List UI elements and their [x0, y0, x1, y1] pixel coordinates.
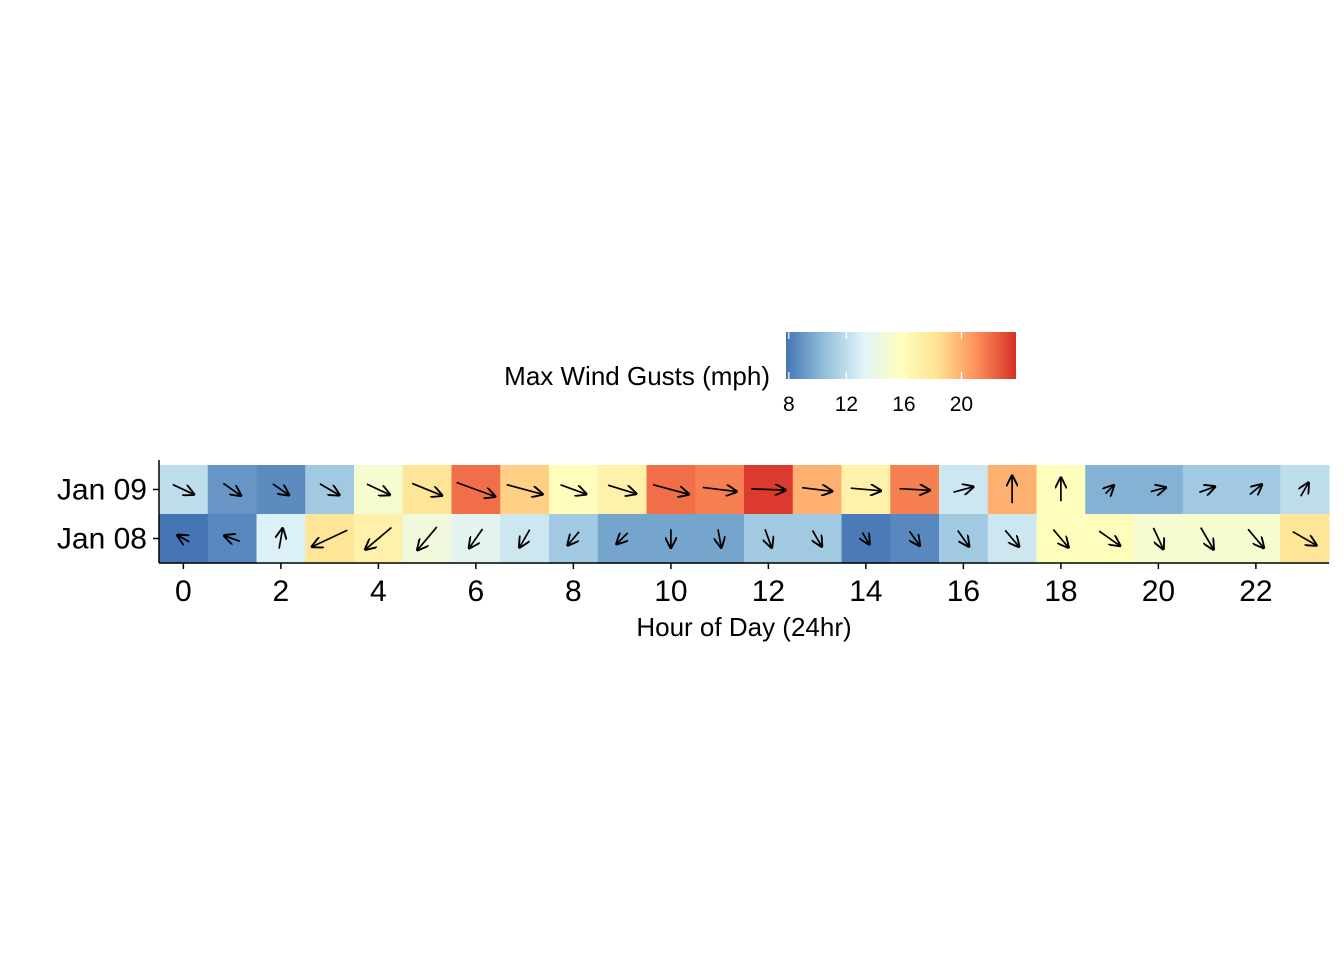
x-axis-ticks: 0 2 4 6 8 10 12 14 16 18 20 22	[175, 563, 1273, 608]
wind-arrow	[1052, 528, 1068, 548]
wind-arrow	[417, 526, 438, 550]
x-tick-label: 2	[273, 575, 290, 608]
wind-arrow	[456, 481, 495, 496]
x-tick-label: 8	[565, 575, 582, 608]
wind-arrow	[1105, 485, 1113, 493]
x-axis-title: Hour of Day (24hr)	[636, 612, 851, 642]
axes: Jan 09 Jan 08 0 2 4 6 8 10 12 14 16 18 20 22 Hour of…	[57, 460, 1329, 642]
x-tick-label: 10	[654, 575, 687, 608]
wind-arrow	[560, 484, 587, 494]
wind-arrow	[319, 483, 339, 495]
wind-arrow	[568, 531, 580, 545]
legend-tick-label: 12	[835, 393, 858, 416]
y-tick-label: Jan 08	[57, 523, 147, 556]
wind-arrow	[765, 529, 772, 547]
wind-arrow	[312, 529, 348, 546]
wind-arrow	[279, 528, 283, 549]
wind-arrow	[224, 536, 241, 542]
wind-arrow	[899, 489, 930, 491]
wind-arrow	[953, 487, 973, 492]
wind-arrow	[1199, 487, 1215, 493]
legend-tick-label: 8	[783, 393, 795, 416]
y-tick-label: Jan 09	[57, 474, 147, 507]
wind-arrow	[222, 482, 241, 495]
wind-arrow	[751, 489, 785, 490]
x-tick-label: 22	[1239, 575, 1272, 608]
x-tick-label: 4	[370, 575, 387, 608]
wind-arrow	[1249, 484, 1262, 494]
wind-arrow	[652, 483, 689, 495]
wind-arrow	[607, 484, 636, 494]
wind-arrow	[469, 528, 484, 548]
x-tick-label: 20	[1142, 575, 1175, 608]
wind-arrow	[617, 533, 628, 544]
color-legend: Max Wind Gusts (mph) 8 12 16 20	[504, 332, 1016, 416]
wind-arrow	[1152, 527, 1163, 549]
x-tick-label: 6	[468, 575, 485, 608]
x-tick-label: 16	[947, 575, 980, 608]
legend-colorbar	[786, 332, 1016, 379]
wind-arrow	[1200, 527, 1214, 550]
wind-arrow	[366, 483, 390, 495]
x-tick-label: 18	[1044, 575, 1077, 608]
wind-arrow	[1301, 483, 1309, 497]
wind-arrow	[1150, 487, 1166, 491]
wind-arrow	[506, 483, 543, 495]
wind-arrow	[702, 487, 737, 491]
wind-arrow	[1098, 530, 1120, 546]
legend-title: Max Wind Gusts (mph)	[504, 361, 770, 391]
wind-arrow	[802, 488, 832, 492]
x-tick-label: 12	[752, 575, 785, 608]
wind-arrow	[862, 533, 869, 545]
wind-arrow	[272, 483, 289, 495]
wind-arrow	[1004, 529, 1019, 546]
wind-arrow	[177, 535, 189, 542]
y-axis-ticks: Jan 09 Jan 08	[57, 474, 159, 556]
legend-tick-label: 20	[950, 393, 973, 416]
x-tick-label: 0	[175, 575, 192, 608]
wind-arrow	[411, 482, 442, 495]
legend-tick-label: 16	[892, 393, 915, 416]
wind-arrow	[957, 530, 969, 547]
wind-arrow	[365, 526, 392, 550]
heatmap-cells	[159, 465, 1330, 564]
wind-arrow	[520, 529, 531, 548]
wind-arrow	[910, 530, 920, 545]
wind-arrow	[172, 483, 194, 495]
x-tick-label: 14	[849, 575, 882, 608]
wind-arrow	[850, 488, 881, 491]
wind-arrow	[812, 530, 821, 546]
wind-arrow	[1292, 530, 1317, 546]
wind-arrow	[1247, 528, 1264, 548]
wind-arrow	[718, 529, 721, 547]
wind-arrows	[172, 476, 1317, 550]
legend-ticks: 8 12 16 20	[783, 332, 973, 416]
